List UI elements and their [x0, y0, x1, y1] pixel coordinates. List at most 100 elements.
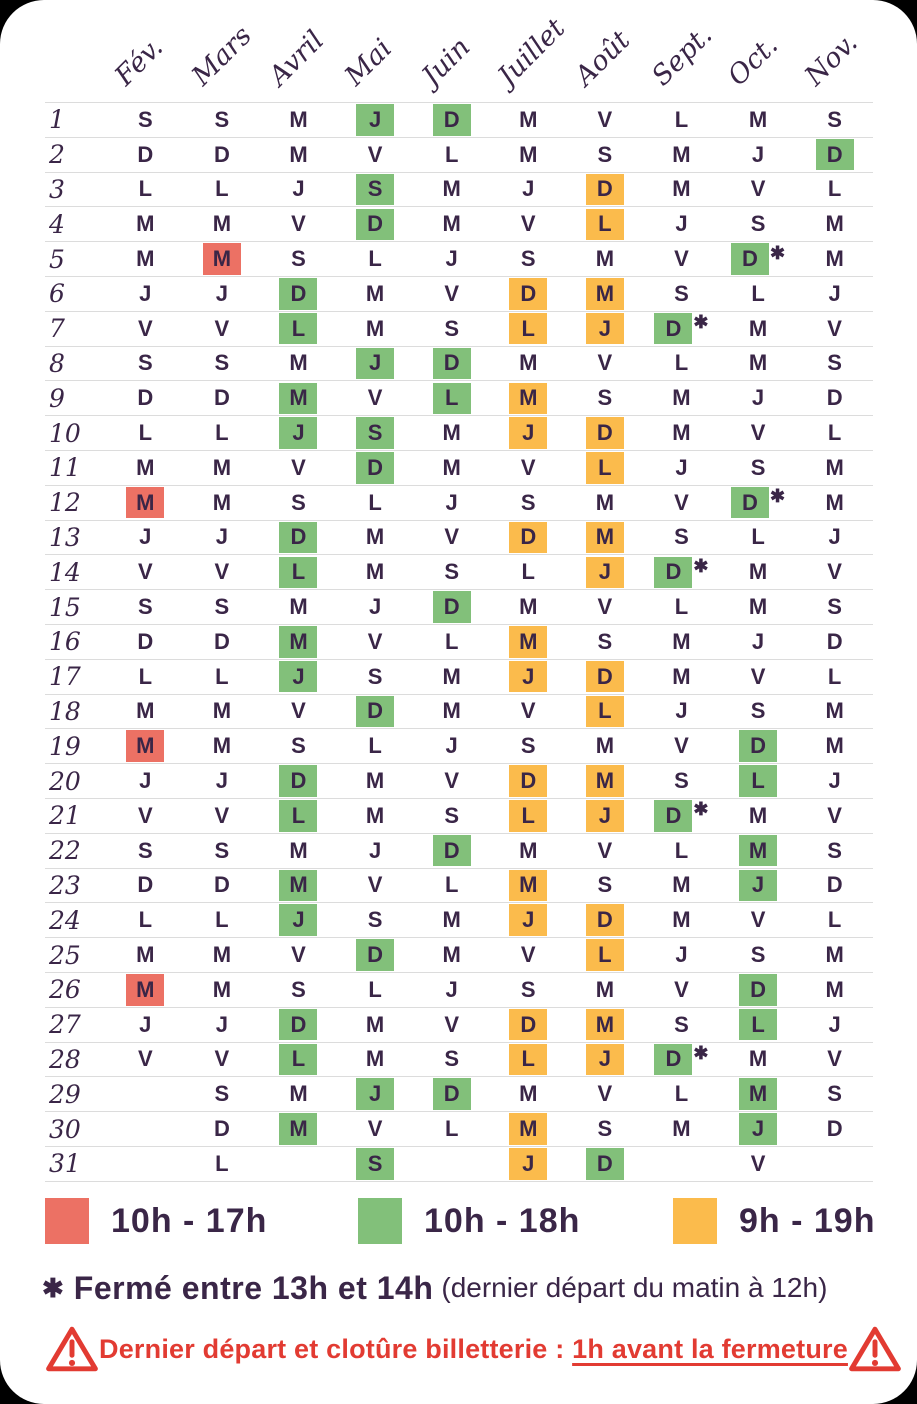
day-letter-highlighted: L: [279, 312, 318, 345]
calendar-cell: [796, 1147, 873, 1181]
calendar-cell: M: [643, 903, 720, 937]
calendar-cell: S: [107, 347, 184, 381]
day-letter: D: [213, 385, 230, 411]
calendar-cell: M: [413, 173, 490, 207]
day-letter-highlighted: J: [356, 104, 395, 136]
day-letter-highlighted: D: [815, 138, 854, 171]
calendar-cell: V: [567, 1077, 644, 1111]
warning-triangle-icon: [849, 1326, 901, 1372]
calendar-cell: S: [490, 242, 567, 276]
calendar-cell: L: [413, 1112, 490, 1146]
day-letter-highlighted: M: [585, 765, 624, 797]
day-letter: M: [519, 350, 538, 376]
day-letter: J: [139, 524, 152, 550]
calendar-cell: [107, 1112, 184, 1146]
calendar-cell: M: [643, 625, 720, 659]
day-letter: V: [291, 942, 306, 968]
day-letter-highlighted: M: [279, 382, 318, 415]
calendar-cell: V: [720, 660, 797, 694]
day-letter: M: [672, 176, 691, 202]
calendar-cell: V: [720, 173, 797, 207]
day-letter-highlighted: J: [509, 417, 548, 449]
day-letter-highlighted: D: [356, 695, 395, 728]
calendar-cell: D: [260, 521, 337, 555]
calendar-cell: M: [720, 312, 797, 346]
calendar-cell: L: [413, 381, 490, 415]
day-letter-highlighted: S: [356, 417, 395, 449]
calendar-cell: M: [567, 764, 644, 798]
calendar-cell: M: [107, 486, 184, 520]
day-number: 15: [49, 592, 81, 622]
calendar-cell: L: [643, 590, 720, 624]
calendar-cell: M: [720, 1077, 797, 1111]
calendar-cell: M: [337, 312, 414, 346]
month-label-text: Août: [568, 24, 637, 92]
calendar-cell: J: [490, 660, 567, 694]
day-letter: M: [748, 350, 768, 376]
calendar-cell: D: [796, 625, 873, 659]
day-letter-highlighted: L: [739, 765, 778, 797]
calendar-cell: J: [107, 1008, 184, 1042]
day-letter: V: [827, 802, 842, 828]
day-letter: S: [520, 976, 536, 1002]
day-letter: M: [825, 698, 844, 724]
calendar-cell: M: [490, 138, 567, 172]
calendar-cell: S: [567, 381, 644, 415]
calendar-cell: D: [184, 138, 261, 172]
day-letter: M: [825, 211, 844, 237]
calendar-cell: J: [413, 242, 490, 276]
day-letter: M: [136, 211, 155, 237]
calendar-cell: M: [567, 486, 644, 520]
day-letter: V: [674, 246, 689, 272]
calendar-cell: D ✱: [643, 312, 720, 346]
calendar-cell: V: [413, 764, 490, 798]
calendar-row: 12 M M S L J S M V D ✱ M: [45, 486, 873, 521]
calendar-cell: L: [337, 486, 414, 520]
day-letter-highlighted: J: [279, 904, 318, 936]
day-letter-highlighted: M: [279, 869, 318, 902]
day-letter-highlighted: D: [731, 243, 769, 275]
calendar-cell: L: [490, 799, 567, 833]
day-letter: S: [750, 211, 766, 237]
calendar-cell: L: [643, 834, 720, 868]
day-letter-highlighted: L: [279, 800, 318, 832]
day-letter: L: [674, 1081, 689, 1107]
day-letter: D: [826, 385, 843, 411]
day-letter: V: [750, 420, 766, 446]
calendar-cell: D: [413, 590, 490, 624]
day-letter: V: [597, 1081, 613, 1107]
day-letter: L: [368, 246, 382, 272]
calendar-cell: S: [567, 138, 644, 172]
day-letter-highlighted: M: [279, 626, 318, 658]
day-number: 16: [49, 627, 81, 657]
calendar-cell: S: [107, 103, 184, 137]
day-letter-highlighted: M: [202, 243, 241, 275]
day-letter: M: [672, 872, 691, 898]
legend-label-red: 10h - 17h: [111, 1201, 268, 1240]
day-letter-highlighted: D: [509, 278, 548, 310]
calendar-row: 14 V V L M S L J D ✱ M V: [45, 555, 873, 591]
day-letter: V: [520, 211, 536, 237]
day-letter: L: [751, 524, 765, 550]
day-letter: M: [365, 280, 385, 306]
calendar-cell: D: [337, 207, 414, 241]
calendar-row: 24 L L J S M J D M V L: [45, 903, 873, 939]
day-letter: M: [748, 802, 768, 828]
day-letter-highlighted: L: [585, 208, 624, 241]
day-letter: D: [826, 872, 843, 898]
day-letter: M: [748, 1046, 768, 1072]
calendar-cell: J: [490, 416, 567, 450]
day-letter-highlighted: M: [126, 730, 165, 762]
day-letter: V: [137, 1046, 153, 1072]
day-letter-highlighted: J: [585, 556, 624, 588]
calendar-cell: J: [413, 729, 490, 763]
day-letter-highlighted: D: [279, 1008, 318, 1041]
day-letter-highlighted: D: [279, 278, 318, 310]
warning-text-underlined: 1h avant la fermeture: [572, 1333, 848, 1364]
legend: 10h - 17h 10h - 18h 9h - 19h: [45, 1198, 874, 1246]
calendar-cell: V: [643, 973, 720, 1007]
calendar-cell: V: [720, 1147, 797, 1181]
calendar-cell: M: [413, 451, 490, 485]
day-letter: L: [138, 176, 153, 202]
footnote-text: Fermé entre 13h et 14h: [73, 1269, 434, 1306]
